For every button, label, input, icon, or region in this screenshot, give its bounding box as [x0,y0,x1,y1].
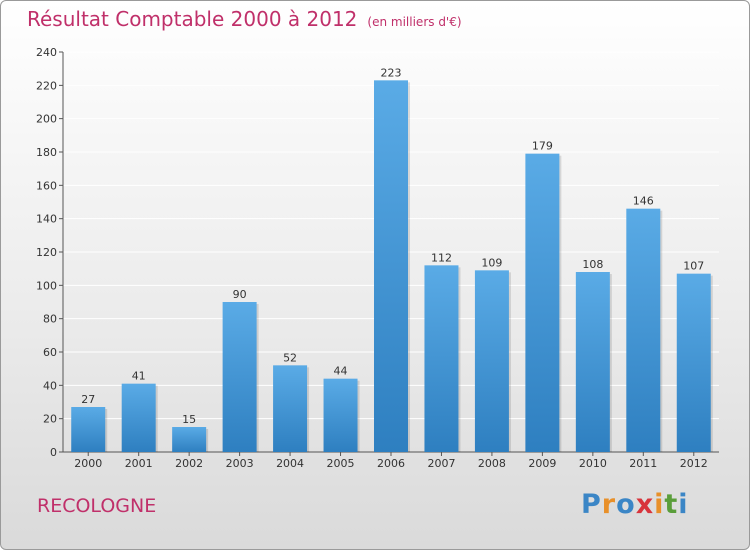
bar-value-label: 223 [381,66,402,79]
y-tick-label: 140 [36,213,57,226]
y-tick-label: 180 [36,146,57,159]
title-text: Résultat Comptable 2000 à 2012 [27,7,358,31]
logo-letter: x [635,489,655,520]
bar-value-label: 15 [182,413,196,426]
logo-letter: i [678,489,689,520]
y-tick-label: 100 [36,279,57,292]
logo-letter: o [616,489,636,520]
logo-letter: i [654,489,665,520]
bar-value-label: 179 [532,140,553,153]
x-tick-label: 2004 [276,457,304,470]
bar [575,272,610,452]
logo-letter: P [581,489,602,520]
bar [626,208,661,452]
x-tick-label: 2008 [478,457,506,470]
x-tick-label: 2001 [125,457,153,470]
bar-value-label: 90 [233,288,247,301]
y-tick-label: 60 [43,346,57,359]
unit-note: (en milliers d'€) [367,15,462,29]
x-tick-label: 2000 [74,457,102,470]
bar-value-label: 146 [633,195,654,208]
bar-value-label: 107 [683,260,704,273]
x-tick-label: 2012 [680,457,708,470]
bar-value-label: 52 [283,351,297,364]
y-tick-label: 160 [36,179,57,192]
x-tick-label: 2011 [629,457,657,470]
bar-value-label: 27 [81,393,95,406]
y-tick-label: 80 [43,313,57,326]
bar [121,383,156,452]
bar [525,153,560,452]
bar [273,365,308,452]
bar-value-label: 44 [334,365,348,378]
bar [222,302,257,452]
x-tick-label: 2003 [226,457,254,470]
bar-value-label: 109 [481,256,502,269]
bar [71,407,106,452]
proxiti-logo: Proxiti [581,489,689,520]
y-tick-label: 0 [50,446,57,459]
bar-value-label: 41 [132,370,146,383]
x-tick-label: 2005 [327,457,355,470]
x-tick-label: 2010 [579,457,607,470]
bar-value-label: 108 [582,258,603,271]
chart-title: Résultat Comptable 2000 à 2012 (en millie… [27,7,462,31]
bar [374,80,408,452]
bar [676,273,711,452]
bar [323,378,358,452]
bar-value-label: 112 [431,251,452,264]
logo-letter: r [601,489,617,520]
x-tick-label: 2002 [175,457,203,470]
bar [172,427,207,452]
bar [474,270,509,452]
x-tick-label: 2009 [528,457,556,470]
y-tick-label: 40 [43,379,57,392]
y-tick-label: 220 [36,79,57,92]
logo-letter: t [664,489,679,520]
x-tick-label: 2007 [427,457,455,470]
y-tick-label: 240 [36,46,57,59]
y-tick-label: 120 [36,246,57,259]
commune-name: RECOLOGNE [37,495,157,517]
bar [424,265,459,452]
x-tick-label: 2006 [377,457,405,470]
y-tick-label: 200 [36,113,57,126]
y-tick-label: 20 [43,413,57,426]
